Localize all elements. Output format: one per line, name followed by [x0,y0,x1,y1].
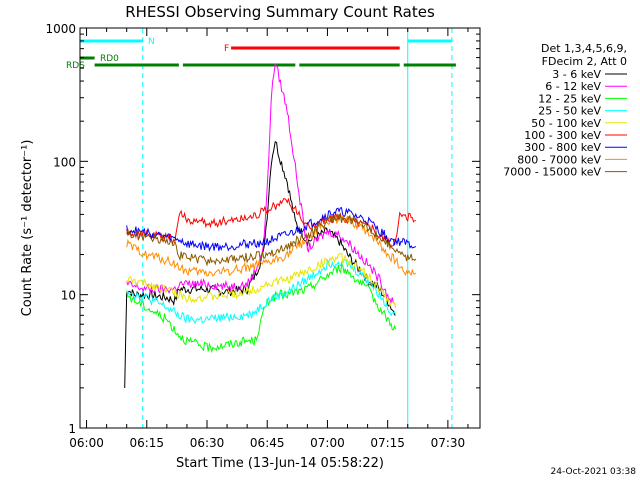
chart-title: RHESSI Observing Summary Count Rates [125,3,435,21]
legend-header-1: Det 1,3,4,5,6,9, [541,42,627,55]
legend-label-5: 50 - 100 keV [531,117,601,130]
series-line-1 [124,140,396,389]
legend-label-9: 7000 - 15000 keV [503,166,601,179]
flag-label-rds: RDS [66,61,85,71]
series-line-4 [126,258,397,325]
legend-label-8: 800 - 7000 keV [517,153,601,166]
flag-label-f: F [224,44,229,54]
series-line-5 [126,252,397,308]
x-tick-label-6: 07:15 [370,436,405,450]
axes: 06:00 06:15 06:30 06:45 07:00 07:15 07:30 1 10 10… [45,22,480,450]
plot-area: N RD0 F RDS [66,28,456,428]
y-tick-label-1: 1 [68,422,76,436]
x-tick-label-3: 06:30 [190,436,225,450]
y-axis-label: Count Rate (s⁻¹ detector⁻¹) [20,140,35,317]
legend-label-1: 3 - 6 keV [552,68,601,81]
legend: Det 1,3,4,5,6,9,FDecim 2, Att 03 - 6 keV… [503,42,627,179]
x-tick-label-1: 06:00 [69,436,104,450]
x-tick-label-5: 07:00 [310,436,345,450]
y-tick-label-3: 100 [53,155,76,169]
y-tick-label-2: 10 [61,289,76,303]
y-tick-label-4: 1000 [45,22,76,36]
plot-frame [79,27,481,429]
legend-label-4: 25 - 50 keV [538,105,601,118]
x-tick-label-4: 06:45 [250,436,285,450]
legend-header-2: FDecim 2, Att 0 [542,55,627,68]
series-line-3 [126,262,397,354]
legend-label-6: 100 - 300 keV [524,129,601,142]
flag-label-n: N [148,37,155,47]
x-axis-label: Start Time (13-Jun-14 05:58:22) [176,456,384,471]
x-tick-label-2: 06:15 [129,436,164,450]
series-line-7 [126,206,417,252]
timestamp: 24-Oct-2021 03:38 [551,467,637,477]
flag-label-rd0: RD0 [100,54,119,64]
legend-label-7: 300 - 800 keV [524,141,601,154]
legend-label-2: 6 - 12 keV [545,80,601,93]
series-line-9 [126,213,417,267]
x-tick-label-7: 07:30 [431,436,466,450]
legend-label-3: 12 - 25 keV [538,92,601,105]
